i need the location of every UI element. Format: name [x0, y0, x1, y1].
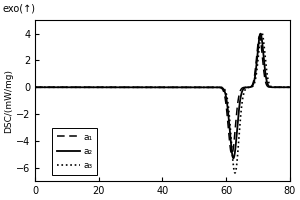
a₃ — [33, 86, 37, 88]
a₂ — [288, 86, 292, 88]
Line: a₂: a₂ — [35, 34, 290, 158]
a₁ — [230, 153, 234, 155]
a₂ — [280, 86, 284, 88]
a₁ — [154, 86, 158, 88]
a₃ — [140, 86, 144, 88]
a₃ — [142, 86, 146, 88]
a₃ — [154, 86, 158, 88]
a₁ — [142, 86, 146, 88]
a₃ — [233, 172, 237, 174]
a₁ — [288, 86, 292, 88]
a₁ — [140, 86, 144, 88]
a₁ — [268, 86, 271, 88]
Line: a₁: a₁ — [35, 36, 290, 154]
a₃ — [280, 86, 284, 88]
a₁ — [33, 86, 37, 88]
a₁ — [218, 86, 222, 89]
Y-axis label: DSC/(mW/mg): DSC/(mW/mg) — [4, 69, 13, 133]
a₂ — [218, 86, 222, 89]
Text: exo(↑): exo(↑) — [2, 4, 35, 14]
a₂ — [154, 86, 158, 88]
a₂ — [268, 85, 271, 88]
a₂ — [259, 33, 262, 35]
a₂ — [232, 157, 235, 159]
Legend: a₁, a₂, a₃: a₁, a₂, a₃ — [52, 128, 97, 175]
a₂ — [33, 86, 37, 88]
a₃ — [288, 86, 292, 88]
a₃ — [218, 86, 222, 89]
a₁ — [258, 35, 261, 38]
Line: a₃: a₃ — [35, 32, 290, 173]
a₃ — [268, 83, 271, 85]
a₂ — [140, 86, 144, 88]
a₁ — [280, 86, 284, 88]
a₂ — [142, 86, 146, 88]
a₃ — [260, 31, 263, 34]
